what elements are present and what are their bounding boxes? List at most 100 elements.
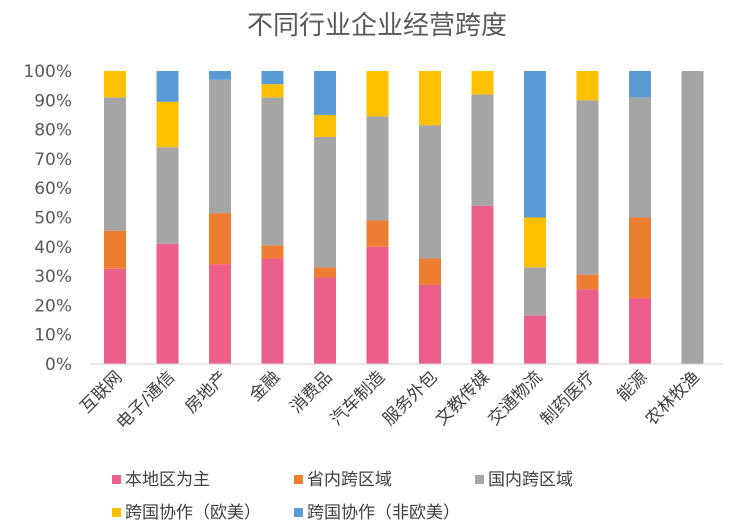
bar-segment: [629, 71, 651, 98]
y-axis-ticks: 0% 10% 20% 30% 40% 50% 60% 70% 80% 90% 100%: [23, 62, 72, 375]
bar-segment: [104, 268, 126, 364]
y-tick-label: 40%: [34, 238, 72, 258]
bar-segment: [314, 267, 336, 278]
bar-segment: [366, 220, 389, 247]
bar-segment: [104, 97, 126, 231]
legend-item: 跨国协作（非欧美）: [294, 503, 460, 523]
bar-segment: [629, 97, 651, 218]
bar-segment: [576, 289, 599, 364]
bar-segment: [209, 71, 231, 80]
y-tick-label: 100%: [23, 62, 72, 82]
legend-swatch: [475, 475, 484, 484]
bar-segment: [419, 71, 441, 126]
chart-title: 不同行业企业经营跨度: [247, 11, 507, 41]
bar-segment: [524, 71, 546, 218]
bar-segment: [471, 94, 494, 206]
x-tick-label: 消费品: [286, 367, 336, 417]
bar-segment: [419, 284, 441, 364]
legend-label: 省内跨区域: [307, 470, 392, 490]
bar-segment: [681, 71, 704, 364]
bar-segment: [419, 258, 441, 285]
bar-segment: [419, 125, 441, 259]
bar-stack: [156, 71, 179, 364]
bar-segment: [524, 217, 546, 268]
legend-label: 本地区为主: [125, 470, 210, 490]
bar-segment: [314, 277, 336, 364]
bar-segment: [209, 264, 231, 364]
bar-segment: [471, 71, 494, 95]
bar-segment: [524, 267, 546, 316]
x-tick-label: 房地产: [181, 367, 231, 417]
y-tick-label: 90%: [34, 91, 72, 111]
legend-swatch: [294, 508, 303, 517]
bar-segment: [261, 71, 284, 85]
bar-segment: [261, 84, 284, 98]
legend-item: 省内跨区域: [294, 470, 392, 490]
legend-label: 国内跨区域: [488, 470, 573, 490]
bar-stack: [104, 71, 126, 364]
bar-stack: [209, 71, 231, 364]
y-tick-label: 0%: [45, 355, 72, 375]
bar-segment: [576, 100, 599, 275]
bar-stack: [629, 71, 651, 364]
y-tick-label: 20%: [34, 296, 72, 316]
y-tick-label: 50%: [34, 209, 72, 229]
legend-item: 跨国协作（欧美）: [112, 503, 261, 523]
bar-segment: [366, 246, 389, 364]
x-tick-label: 文教传媒: [432, 367, 494, 429]
x-tick-label: 农林牧渔: [642, 367, 704, 429]
bar-segment: [629, 217, 651, 299]
y-tick-label: 10%: [34, 326, 72, 346]
bar-segment: [471, 205, 494, 364]
bar-segment: [261, 97, 284, 246]
bar-segment: [366, 116, 389, 221]
bar-stack: [419, 71, 441, 364]
bar-segment: [156, 71, 179, 102]
legend-swatch: [294, 475, 303, 484]
x-tick-label: 电子/通信: [113, 367, 179, 433]
bar-stack: [471, 71, 494, 364]
bars: [104, 71, 704, 364]
y-tick-label: 30%: [34, 267, 72, 287]
bar-segment: [576, 274, 599, 290]
x-tick-label: 交通物流: [484, 367, 546, 429]
bar-stack: [524, 71, 546, 364]
legend-item: 本地区为主: [112, 470, 210, 490]
bar-segment: [209, 79, 231, 214]
bar-stack: [576, 71, 599, 364]
legend-label: 跨国协作（非欧美）: [307, 503, 460, 523]
x-tick-label: 服务外包: [379, 367, 441, 429]
bar-segment: [156, 243, 179, 364]
legend-swatch: [112, 475, 121, 484]
y-tick-label: 70%: [34, 150, 72, 170]
legend-item: 国内跨区域: [475, 470, 573, 490]
y-tick-label: 80%: [34, 121, 72, 141]
bar-stack: [261, 71, 284, 364]
bar-segment: [314, 136, 336, 268]
bar-segment: [261, 245, 284, 259]
bar-segment: [314, 114, 336, 137]
bar-segment: [314, 71, 336, 115]
bar-stack: [314, 71, 336, 364]
bar-segment: [209, 213, 231, 265]
x-tick-label: 金融: [246, 367, 284, 405]
x-tick-label: 制药医疗: [537, 367, 599, 429]
y-tick-label: 60%: [34, 179, 72, 199]
bar-segment: [629, 298, 651, 364]
x-tick-label: 能源: [613, 367, 651, 405]
bar-segment: [156, 147, 179, 244]
bar-stack: [366, 71, 389, 364]
bar-segment: [576, 71, 599, 101]
bar-segment: [261, 258, 284, 364]
legend-swatch: [112, 508, 121, 517]
bar-segment: [156, 101, 179, 148]
bar-segment: [104, 230, 126, 269]
bar-segment: [366, 71, 389, 117]
legend-label: 跨国协作（欧美）: [125, 503, 261, 523]
bar-segment: [104, 71, 126, 98]
bar-segment: [524, 315, 546, 364]
x-tick-label: 互联网: [76, 367, 126, 417]
